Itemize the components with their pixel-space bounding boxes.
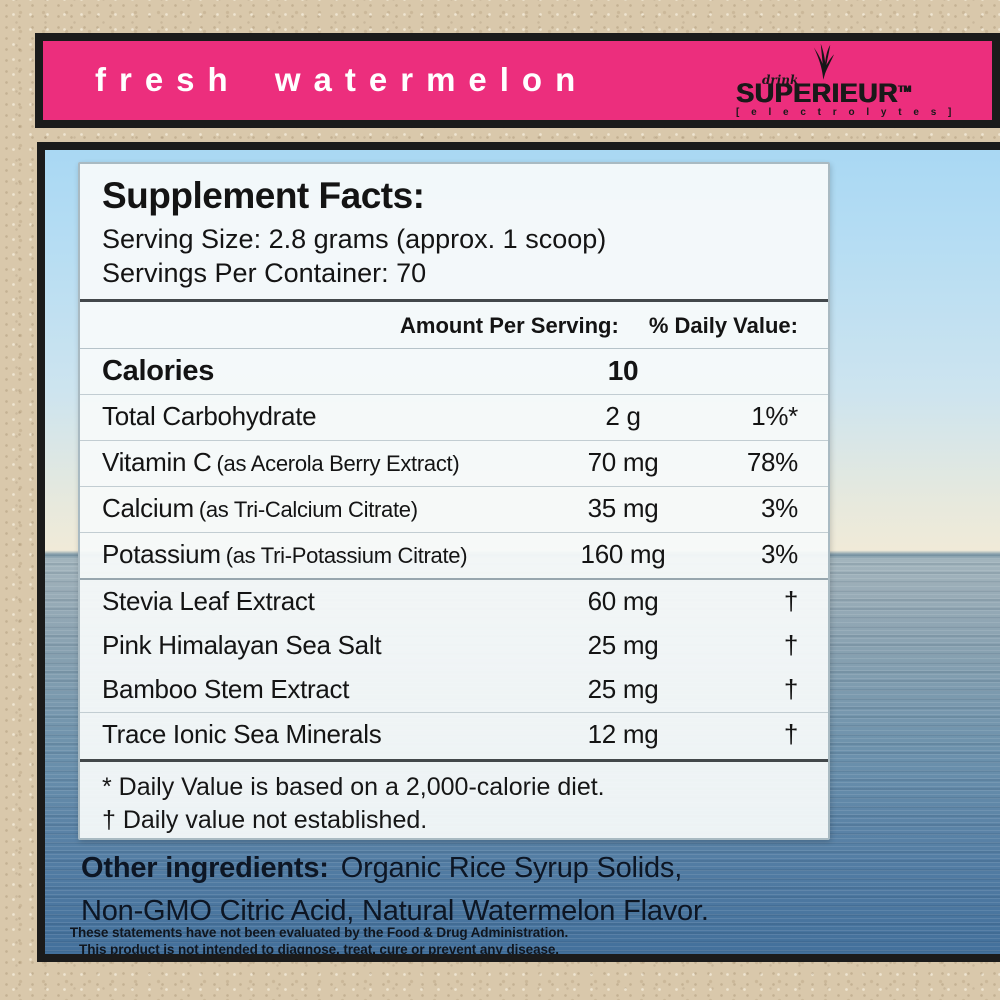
trademark-symbol: TM <box>898 84 912 94</box>
col-amount-per-serving: Amount Per Serving: <box>400 313 619 338</box>
disclaimer-line1: These statements have not been evaluated… <box>69 925 569 940</box>
fact-row-trace-ionic-sea-minerals: Trace Ionic Sea Minerals 12 mg † <box>80 713 828 757</box>
fact-row-pink-himalayan-sea-salt: Pink Himalayan Sea Salt 25 mg † <box>80 624 828 668</box>
footnote-daily-value: * Daily Value is based on a 2,000-calori… <box>102 773 605 801</box>
fact-name: Potassium (as Tri-Potassium Citrate) <box>102 539 468 569</box>
fact-amount: 2 g <box>605 401 641 431</box>
fact-amount: 12 mg <box>587 719 659 749</box>
fact-row-calories: Calories 10 <box>80 349 828 395</box>
fact-name: Pink Himalayan Sea Salt <box>102 630 382 660</box>
fact-amount: 160 mg <box>580 539 666 569</box>
fact-row-potassium: Potassium (as Tri-Potassium Citrate) 160 … <box>80 533 828 580</box>
footnotes: * Daily Value is based on a 2,000-calori… <box>80 759 828 838</box>
fact-amount: 25 mg <box>587 630 659 660</box>
other-ingredients: Other ingredients: Organic Rice Syrup Sol… <box>81 847 961 933</box>
fact-amount: 25 mg <box>587 674 659 704</box>
flavor-banner: fresh watermelon drink SUPERIEURTM [ e l… <box>35 33 1000 128</box>
facts-header: Supplement Facts: Serving Size: 2.8 gram… <box>80 164 828 290</box>
supplement-facts-panel: Supplement Facts: Serving Size: 2.8 gram… <box>78 162 830 840</box>
fact-dv: 3% <box>761 539 798 569</box>
fact-name: Stevia Leaf Extract <box>102 586 315 616</box>
brand-logo: drink SUPERIEURTM [ e l e c t r o l y t … <box>736 43 956 121</box>
other-ingredients-line1: Other ingredients: Organic Rice Syrup Sol… <box>81 852 683 884</box>
disclaimer-line2: This product is not intended to diagnose… <box>79 942 559 957</box>
fact-amount: 70 mg <box>587 447 659 477</box>
brand-name: SUPERIEURTM <box>736 78 912 108</box>
serving-size: Serving Size: 2.8 grams (approx. 1 scoop… <box>102 224 607 254</box>
fact-amount: 60 mg <box>587 586 659 616</box>
fact-name: Calories <box>102 355 215 387</box>
fda-disclaimer: These statements have not been evaluated… <box>59 924 579 957</box>
fact-name: Total Carbohydrate <box>102 401 317 431</box>
divider-thick <box>80 299 828 302</box>
other-ingredients-line2: Non-GMO Citric Acid, Natural Watermelon … <box>81 895 709 927</box>
feather-icon <box>813 43 835 80</box>
servings-per-container: Servings Per Container: 70 <box>102 258 427 288</box>
other-ingredients-label: Other ingredients: <box>81 852 329 884</box>
fact-dv: 78% <box>746 447 798 477</box>
fact-dv: † <box>783 719 798 749</box>
brand-tagline: [ e l e c t r o l y t e s ] <box>736 107 956 118</box>
flavor-name: fresh watermelon <box>95 60 589 98</box>
fact-amount: 10 <box>607 355 639 386</box>
fact-name: Trace Ionic Sea Minerals <box>102 719 382 749</box>
fact-name: Vitamin C (as Acerola Berry Extract) <box>102 447 460 477</box>
footnote-not-established: † Daily value not established. <box>102 806 428 834</box>
fact-name: Bamboo Stem Extract <box>102 674 350 704</box>
column-headers: Amount Per Serving: % Daily Value: <box>80 302 828 349</box>
brand-drink-script: drink <box>762 73 799 87</box>
fact-dv: † <box>783 674 798 704</box>
ocean-photo-panel: Supplement Facts: Serving Size: 2.8 gram… <box>37 142 1000 962</box>
fact-row-total-carbohydrate: Total Carbohydrate 2 g 1%* <box>80 395 828 441</box>
fact-row-bamboo-stem-extract: Bamboo Stem Extract 25 mg † <box>80 668 828 713</box>
fact-dv: † <box>783 630 798 660</box>
fact-row-stevia-leaf-extract: Stevia Leaf Extract 60 mg † <box>80 580 828 624</box>
fact-amount: 35 mg <box>587 493 659 523</box>
fact-dv: 3% <box>761 493 798 523</box>
fact-dv: † <box>783 586 798 616</box>
facts-title: Supplement Facts: <box>102 175 425 216</box>
fact-row-vitamin-c: Vitamin C (as Acerola Berry Extract) 70 m… <box>80 441 828 487</box>
fact-row-calcium: Calcium (as Tri-Calcium Citrate) 35 mg 3% <box>80 487 828 533</box>
col-daily-value: % Daily Value: <box>648 313 798 338</box>
fact-name: Calcium (as Tri-Calcium Citrate) <box>102 493 418 523</box>
fact-dv: 1%* <box>751 401 798 431</box>
